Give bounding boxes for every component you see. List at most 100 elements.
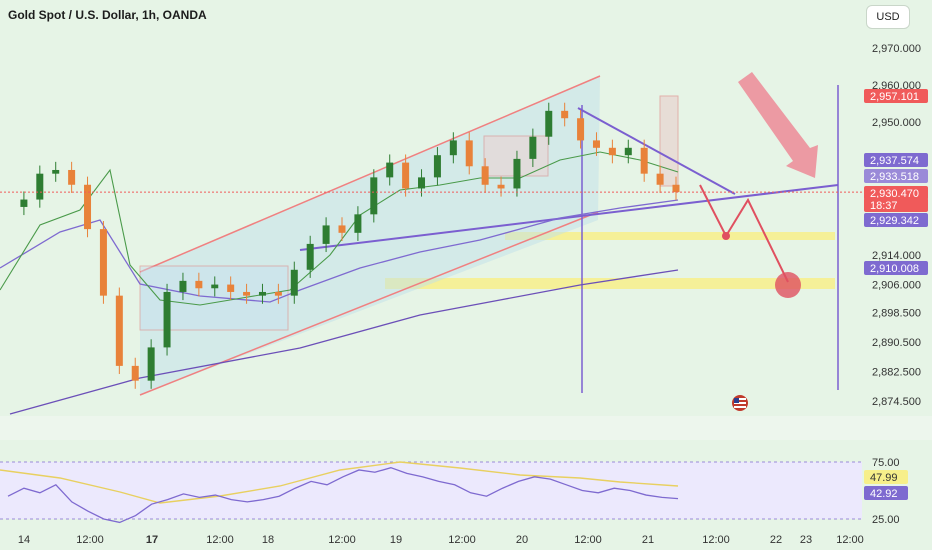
candle-body: [115, 295, 123, 366]
down-arrow-icon: [738, 72, 818, 178]
candle-body: [322, 225, 330, 244]
price-badge: [864, 198, 928, 212]
candle-body: [386, 162, 394, 178]
candle-body: [274, 291, 282, 296]
rsi-line: [7, 467, 679, 524]
candle-body: [195, 280, 203, 289]
x-tick-label: 12:00: [836, 534, 864, 546]
candle-body: [179, 280, 187, 292]
candle-body: [243, 291, 251, 296]
candle-body: [99, 229, 107, 296]
candle-body: [290, 269, 298, 296]
rsi-tick-label: 25.00: [872, 514, 900, 526]
rsi-badge: [864, 470, 908, 484]
candle-body: [258, 291, 266, 296]
us-flag-icon: [732, 395, 748, 411]
candle-body: [545, 110, 553, 137]
candle-body: [68, 169, 76, 185]
ascending-channel: [140, 76, 600, 395]
chart-title: Gold Spot / U.S. Dollar, 1h, OANDA: [8, 8, 207, 22]
x-tick-label: 18: [262, 534, 274, 546]
candle-body: [370, 177, 378, 215]
candle-body: [640, 147, 648, 174]
x-tick-label: 21: [642, 534, 654, 546]
candle-body: [449, 140, 457, 156]
candle-body: [418, 177, 426, 189]
rsi-badge-label: 42.92: [870, 488, 898, 500]
candle-body: [481, 166, 489, 185]
rsi-layer: 75.00 25.00 47.99 42.92: [0, 457, 908, 526]
y-tick-label: 2,950.000: [872, 117, 921, 129]
x-tick-label: 22: [770, 534, 782, 546]
x-tick-label: 12:00: [702, 534, 730, 546]
rsi-badge: [864, 486, 908, 500]
y-tick-label: 2,914.000: [872, 250, 921, 262]
axis-layer: 2,970.000 2,960.000 2,950.000 2,914.000 2,90…: [18, 43, 928, 546]
rsi-band: [0, 462, 862, 519]
candle-body: [624, 147, 632, 156]
y-tick-label: 2,882.500: [872, 366, 921, 378]
x-tick-label: 12:00: [76, 534, 104, 546]
x-tick-label: 12:00: [328, 534, 356, 546]
rsi-signal-line: [0, 461, 679, 504]
price-badge: [864, 261, 928, 275]
x-tick-label: 23: [800, 534, 812, 546]
candle-body: [147, 347, 155, 381]
y-tick-label: 2,960.000: [872, 80, 921, 92]
range-box-3: [659, 95, 679, 187]
candle-body: [592, 140, 600, 148]
candle-body: [465, 140, 473, 167]
y-tick-label: 2,874.500: [872, 396, 921, 408]
candle-body: [227, 284, 235, 292]
moving-average-long: [9, 269, 679, 415]
support-zone-upper: [505, 232, 835, 240]
price-badge: [864, 89, 928, 103]
price-badge-label: 2,929.342: [870, 215, 919, 227]
projection-point-1: [722, 232, 730, 240]
moving-average-mid: [0, 199, 679, 303]
price-badge-label: 2,937.574: [870, 155, 919, 167]
y-tick-label: 2,906.000: [872, 280, 921, 292]
candle-body: [84, 184, 92, 230]
x-tick-label: 20: [516, 534, 528, 546]
candle-body: [608, 147, 616, 156]
candle-body: [402, 162, 410, 189]
price-badge: [864, 213, 928, 227]
range-box-1: [139, 265, 289, 331]
candle-body: [577, 118, 585, 141]
price-badge-label: 2,930.470: [870, 188, 919, 200]
candle-body: [497, 184, 505, 189]
candle-body: [211, 284, 219, 289]
price-badge-label: 2,910.008: [870, 263, 919, 275]
x-tick-label: 12:00: [206, 534, 234, 546]
candle-body: [513, 158, 521, 189]
rsi-badge-label: 47.99: [870, 472, 898, 484]
candle-body: [656, 173, 664, 185]
target-circle: [775, 272, 801, 298]
price-badge-label: 18:37: [870, 200, 898, 212]
price-badge-label: 2,933.518: [870, 171, 919, 183]
y-tick-label: 2,970.000: [872, 43, 921, 55]
candle-body: [163, 291, 171, 348]
trendline-support: [299, 184, 839, 251]
candle-body: [561, 110, 569, 119]
candle-body: [36, 173, 44, 200]
x-tick-label: 19: [390, 534, 402, 546]
x-tick-label: 12:00: [574, 534, 602, 546]
price-pane-divider: [0, 416, 932, 440]
candle-body: [529, 136, 537, 159]
rsi-tick-label: 75.00: [872, 457, 900, 469]
projection-path: [699, 184, 789, 283]
channel-bottom-line: [139, 211, 599, 396]
candle-body: [52, 169, 60, 174]
support-zone-lower: [385, 278, 835, 289]
trendline-resistance: [577, 107, 736, 195]
currency-button[interactable]: USD: [866, 5, 910, 29]
candle-body: [20, 199, 28, 207]
price-badge-label: 2,957.101: [870, 91, 919, 103]
y-tick-label: 2,890.500: [872, 337, 921, 349]
channel-top-line: [139, 75, 601, 273]
candle-body: [131, 365, 139, 381]
